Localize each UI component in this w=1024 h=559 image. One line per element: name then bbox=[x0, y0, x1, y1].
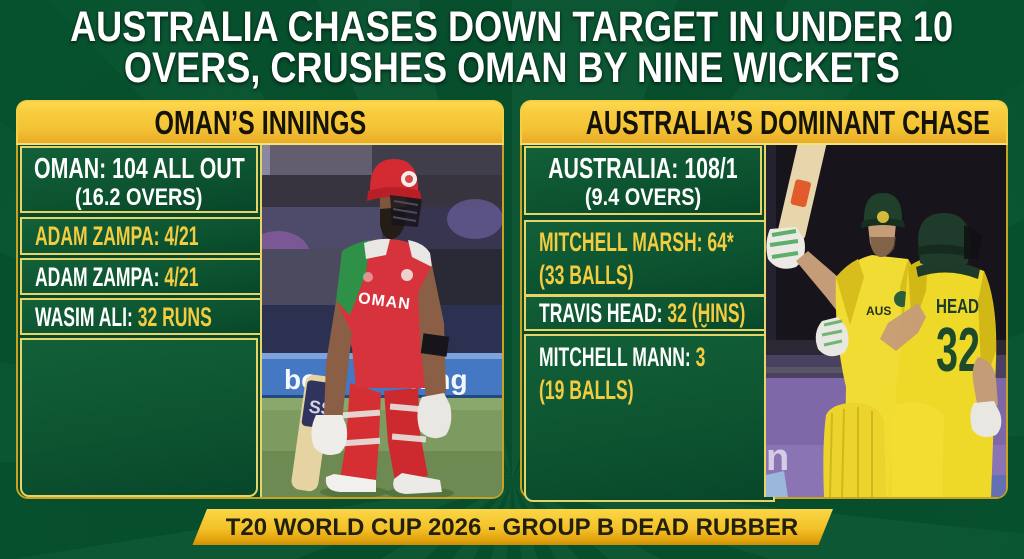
svg-text:n: n bbox=[766, 437, 789, 479]
svg-text:32: 32 bbox=[936, 316, 980, 385]
svg-text:AUS: AUS bbox=[866, 304, 891, 318]
svg-text:OMAN: OMAN bbox=[357, 290, 412, 313]
svg-text:HEAD: HEAD bbox=[936, 296, 979, 318]
